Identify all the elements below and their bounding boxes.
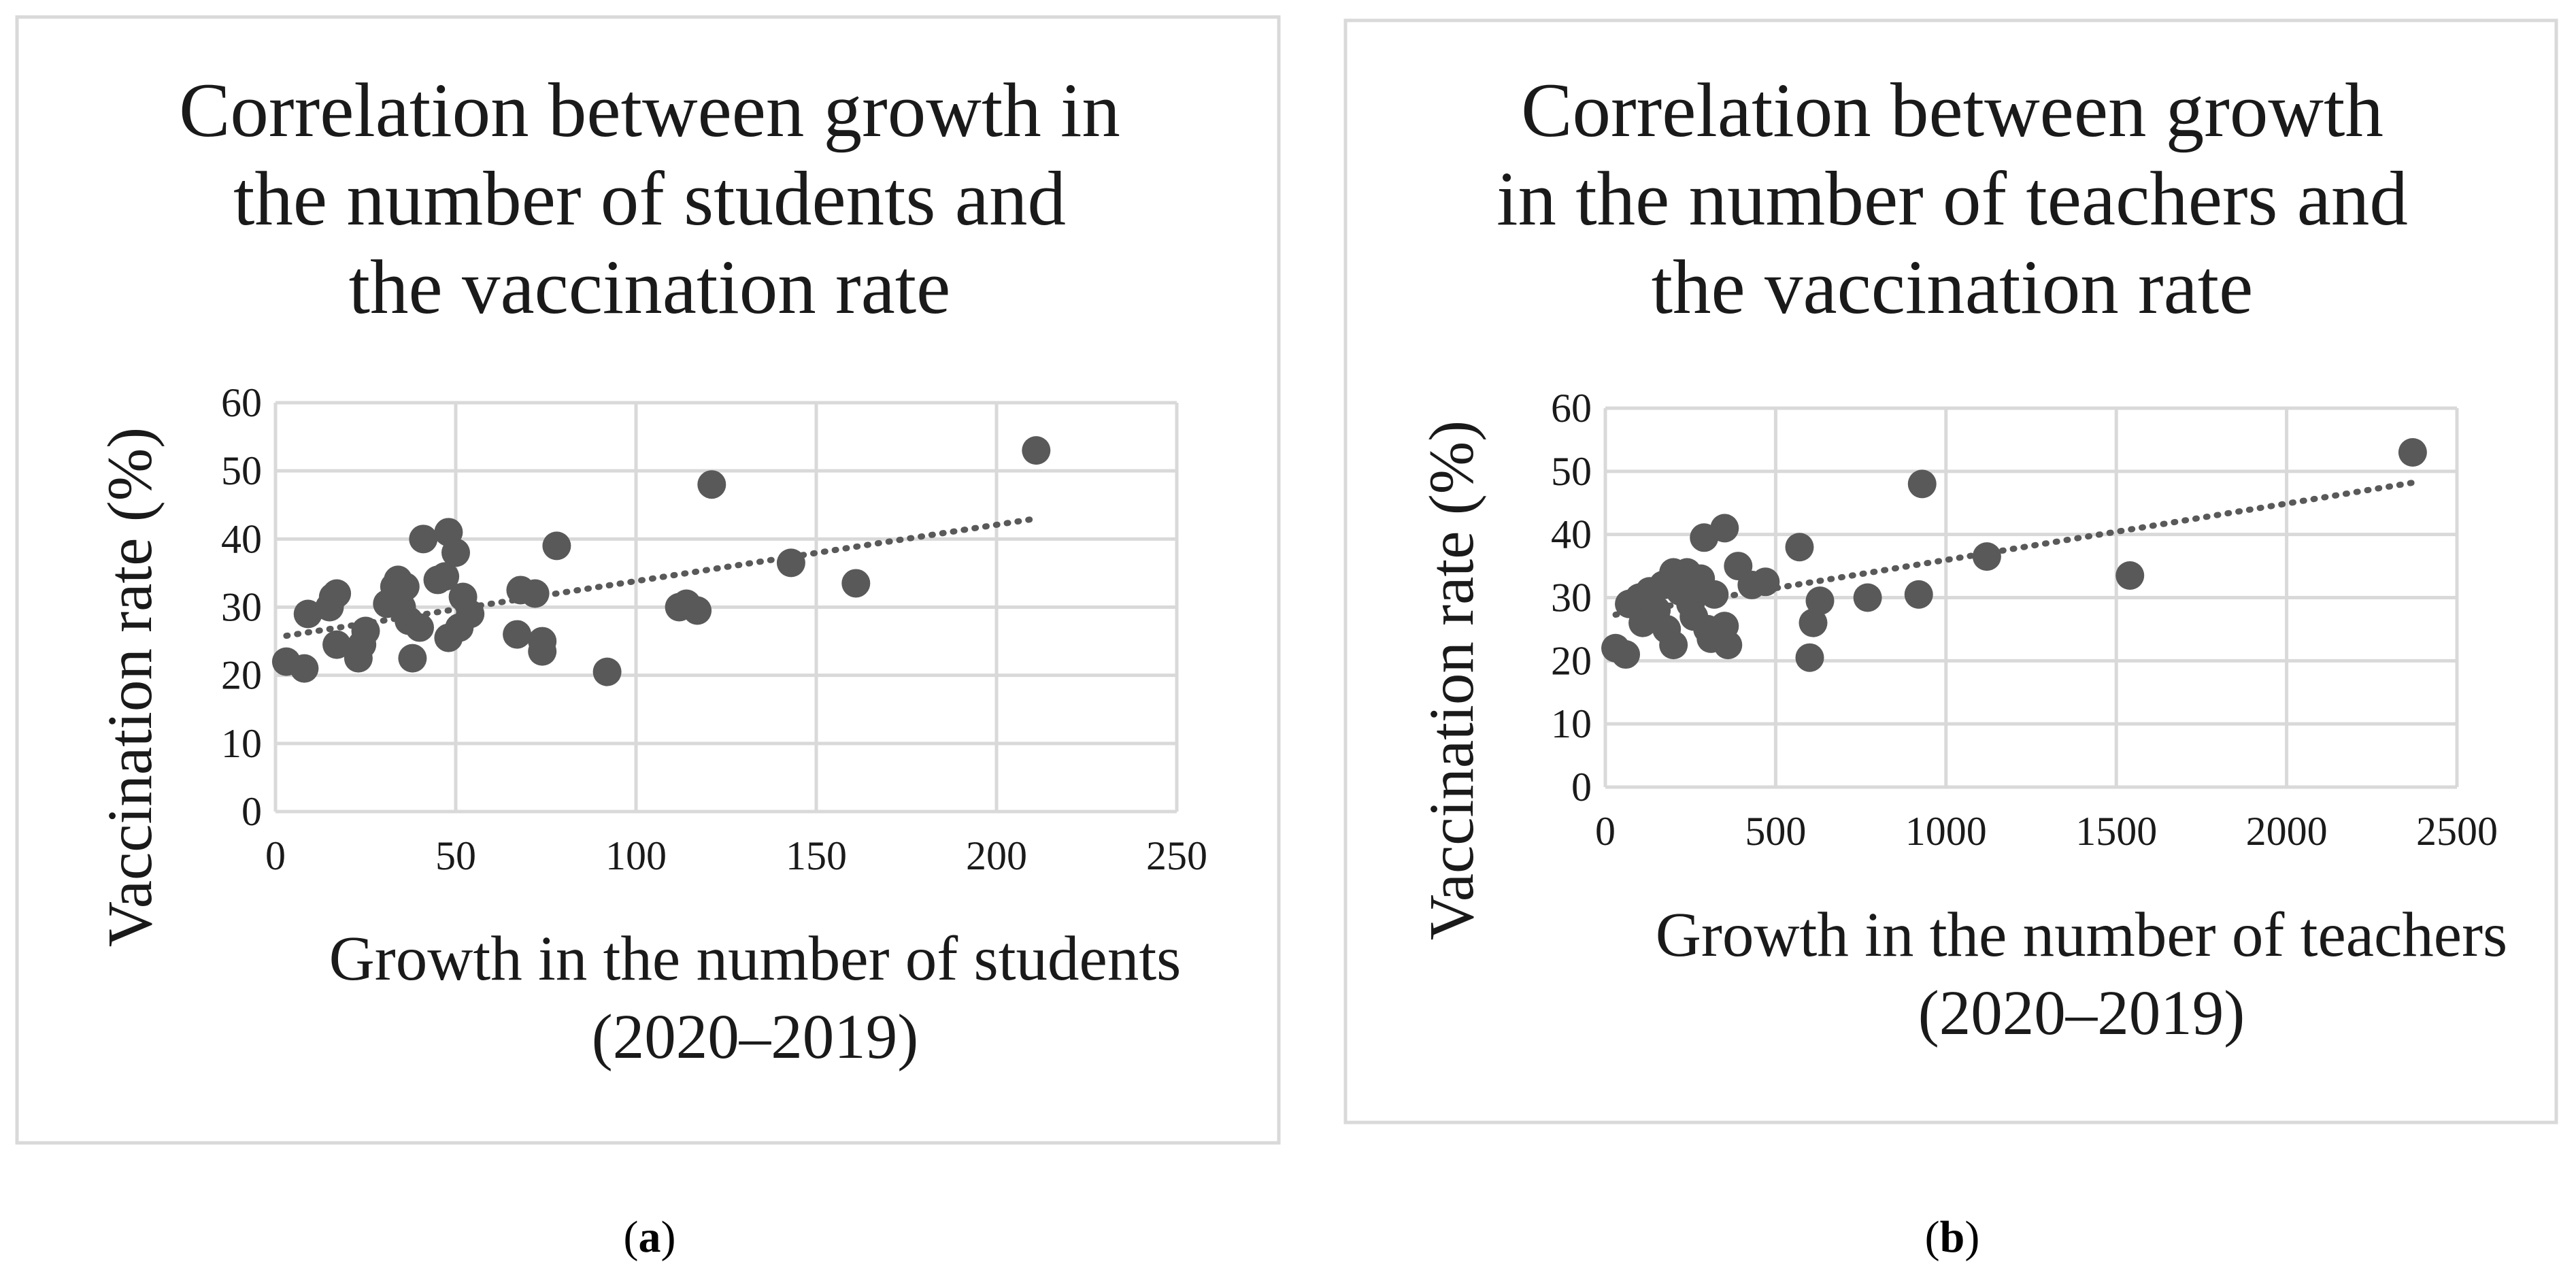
data-point <box>1785 533 1814 562</box>
data-point <box>1611 640 1641 669</box>
chart-title-line-3: the vaccination rate <box>349 245 951 330</box>
data-point <box>1710 514 1739 543</box>
y-tick-label: 30 <box>1551 576 1592 620</box>
figure-caption-b: (b) <box>1925 1212 1980 1262</box>
data-point <box>351 616 380 646</box>
data-point <box>1659 631 1688 660</box>
chart-title-line-2: in the number of teachers and <box>1496 156 2408 241</box>
data-point <box>841 569 871 598</box>
y-tick-label: 50 <box>1551 449 1592 494</box>
data-point <box>441 538 470 567</box>
data-point <box>1799 608 1828 637</box>
chart-title-line-2: the number of students and <box>233 156 1066 241</box>
data-point <box>290 654 319 683</box>
data-point <box>1904 580 1933 609</box>
data-point <box>1700 580 1729 609</box>
chart-title-line-1: Correlation between growth in <box>179 68 1120 153</box>
plot-area: 0 10 20 30 40 50 60 0 50 100 150 200 250 <box>221 380 1207 878</box>
y-tick-label: 20 <box>1551 638 1592 683</box>
figure-caption-a: (a) <box>624 1212 676 1262</box>
plot-area: 0 10 20 30 40 50 60 0 500 1000 1500 2000 2500 <box>1551 386 2498 854</box>
y-tick-label: 10 <box>221 721 262 766</box>
x-tick-label: 0 <box>1595 809 1616 854</box>
data-point <box>697 470 726 499</box>
x-tick-label: 50 <box>435 833 476 878</box>
y-axis-title: Vaccination rate (%) <box>95 427 165 947</box>
x-tick-label: 500 <box>1745 809 1806 854</box>
chart-title-line-1: Correlation between growth <box>1521 68 2383 153</box>
y-tick-label: 20 <box>221 653 262 698</box>
data-point <box>1751 567 1780 597</box>
chart-title-line-3: the vaccination rate <box>1652 245 2254 330</box>
data-point <box>456 599 485 629</box>
y-axis-title: Vaccination rate (%) <box>1417 420 1487 940</box>
y-tick-label: 60 <box>221 380 262 425</box>
data-point <box>398 644 427 673</box>
data-point <box>1805 586 1835 616</box>
data-point <box>520 579 550 608</box>
data-point <box>2398 437 2427 467</box>
data-point <box>528 637 557 666</box>
x-tick-label: 250 <box>1146 833 1207 878</box>
chart-frame <box>15 15 1281 1145</box>
data-point <box>2115 561 2145 590</box>
x-tick-label: 2000 <box>2246 809 2328 854</box>
data-point <box>1907 469 1937 499</box>
data-point <box>1713 631 1743 660</box>
data-point <box>431 562 460 591</box>
x-axis-title-line-2: (2020–2019) <box>592 1002 918 1072</box>
x-tick-label: 2500 <box>2416 809 2498 854</box>
y-tick-label: 0 <box>1571 765 1592 810</box>
data-point <box>1022 436 1051 465</box>
chart-panel-a: Correlation between growth in the number… <box>15 15 1281 1262</box>
data-point <box>1972 542 2001 571</box>
y-tick-label: 40 <box>221 516 262 561</box>
data-point <box>293 599 322 629</box>
data-point <box>1853 583 1882 612</box>
data-point <box>503 620 532 649</box>
data-point <box>390 572 420 601</box>
data-point <box>683 596 712 625</box>
y-tick-label: 60 <box>1551 386 1592 431</box>
data-point <box>542 531 571 561</box>
caption-letter: a <box>639 1212 661 1262</box>
data-point <box>776 548 805 578</box>
x-tick-label: 0 <box>265 833 286 878</box>
y-tick-label: 30 <box>221 585 262 630</box>
x-tick-label: 100 <box>605 833 667 878</box>
data-point <box>322 579 352 608</box>
data-point <box>409 524 438 554</box>
chart-panel-b: Correlation between growth in the number… <box>1343 18 2558 1262</box>
data-point <box>322 630 352 659</box>
x-axis-title-line-1: Growth in the number of students <box>329 924 1182 994</box>
caption-letter: b <box>1940 1212 1965 1262</box>
trendline <box>283 515 1039 639</box>
x-tick-label: 1000 <box>1905 809 1987 854</box>
data-point <box>1795 643 1824 672</box>
chart-frame <box>1343 18 2558 1124</box>
y-tick-label: 40 <box>1551 512 1592 557</box>
y-tick-label: 0 <box>241 789 262 834</box>
x-axis-title-line-2: (2020–2019) <box>1918 978 2245 1048</box>
y-tick-label: 50 <box>221 448 262 493</box>
x-axis-title-line-1: Growth in the number of teachers <box>1656 900 2508 970</box>
y-tick-label: 10 <box>1551 701 1592 746</box>
data-point <box>592 657 622 686</box>
x-tick-label: 1500 <box>2075 809 2157 854</box>
x-tick-label: 150 <box>786 833 847 878</box>
data-point <box>405 613 434 642</box>
x-tick-label: 200 <box>966 833 1027 878</box>
